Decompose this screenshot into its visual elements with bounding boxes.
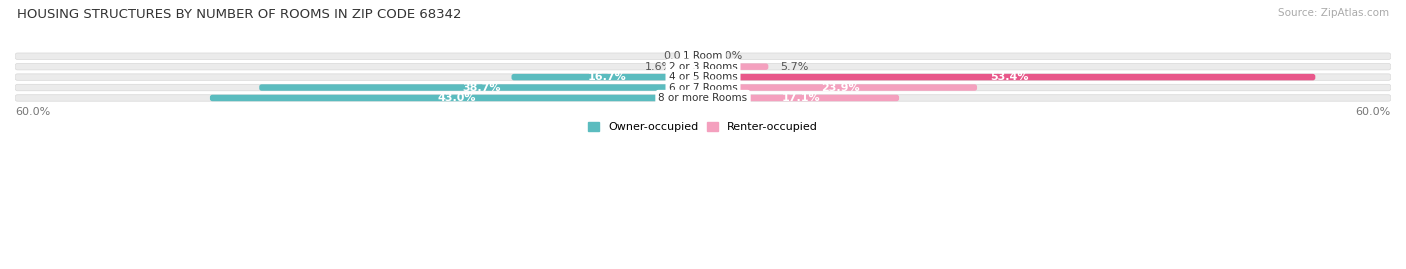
FancyBboxPatch shape <box>15 53 1391 59</box>
Text: 8 or more Rooms: 8 or more Rooms <box>658 93 748 103</box>
Text: HOUSING STRUCTURES BY NUMBER OF ROOMS IN ZIP CODE 68342: HOUSING STRUCTURES BY NUMBER OF ROOMS IN… <box>17 8 461 21</box>
FancyBboxPatch shape <box>15 63 1391 70</box>
FancyBboxPatch shape <box>703 63 768 70</box>
FancyBboxPatch shape <box>685 63 703 70</box>
FancyBboxPatch shape <box>15 84 1391 91</box>
Text: 16.7%: 16.7% <box>588 72 627 82</box>
FancyBboxPatch shape <box>703 95 898 101</box>
Text: 60.0%: 60.0% <box>1355 107 1391 116</box>
Text: 2 or 3 Rooms: 2 or 3 Rooms <box>669 62 737 72</box>
Text: 17.1%: 17.1% <box>782 93 820 103</box>
Text: 53.4%: 53.4% <box>990 72 1028 82</box>
Text: 38.7%: 38.7% <box>461 83 501 93</box>
FancyBboxPatch shape <box>259 84 703 91</box>
Text: 0.0%: 0.0% <box>664 51 692 61</box>
Text: 5.7%: 5.7% <box>780 62 808 72</box>
Text: 23.9%: 23.9% <box>821 83 859 93</box>
FancyBboxPatch shape <box>512 74 703 80</box>
Text: 1 Room: 1 Room <box>683 51 723 61</box>
Text: 43.0%: 43.0% <box>437 93 475 103</box>
FancyBboxPatch shape <box>15 95 1391 101</box>
Text: Source: ZipAtlas.com: Source: ZipAtlas.com <box>1278 8 1389 18</box>
Text: 6 or 7 Rooms: 6 or 7 Rooms <box>669 83 737 93</box>
Text: 1.6%: 1.6% <box>645 62 673 72</box>
Text: 0.0%: 0.0% <box>714 51 742 61</box>
Text: 4 or 5 Rooms: 4 or 5 Rooms <box>669 72 737 82</box>
Legend: Owner-occupied, Renter-occupied: Owner-occupied, Renter-occupied <box>588 122 818 132</box>
FancyBboxPatch shape <box>703 84 977 91</box>
FancyBboxPatch shape <box>15 74 1391 80</box>
FancyBboxPatch shape <box>703 74 1316 80</box>
FancyBboxPatch shape <box>209 95 703 101</box>
Text: 60.0%: 60.0% <box>15 107 51 116</box>
